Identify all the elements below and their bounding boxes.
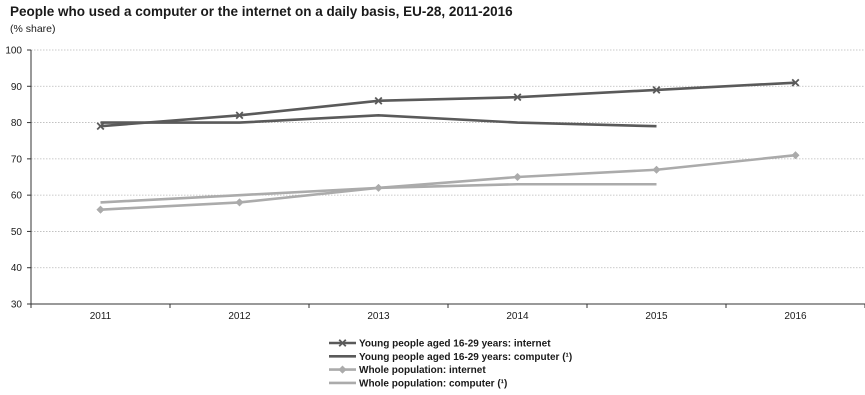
- data-point-x-marker: [338, 339, 347, 347]
- y-tick-label: 60: [11, 191, 23, 202]
- x-tick-label: 2012: [228, 311, 251, 322]
- chart-subtitle: (% share): [10, 23, 56, 35]
- data-point-x-marker: [652, 85, 661, 94]
- data-point-x-marker: [96, 122, 105, 131]
- data-point-diamond-marker: [652, 165, 661, 174]
- chart-gridlines: [31, 49, 865, 269]
- legend-label: Whole population: internet: [359, 365, 486, 376]
- series-line: [100, 153, 796, 211]
- legend-item: Young people aged 16-29 years: computer …: [329, 352, 572, 363]
- data-point-diamond-marker: [791, 151, 800, 160]
- chart-legend: Young people aged 16-29 years: internet Y…: [329, 339, 572, 390]
- legend-label: Young people aged 16-29 years: computer …: [359, 352, 572, 363]
- series-line: [100, 114, 657, 128]
- legend-label: Young people aged 16-29 years: internet: [359, 339, 551, 350]
- data-point-x-marker: [235, 111, 244, 120]
- series-lines: [100, 81, 796, 211]
- y-tick-label: 50: [11, 227, 23, 238]
- data-point-diamond-marker: [338, 365, 347, 374]
- y-tick-label: 100: [5, 46, 22, 57]
- y-axis: 30 40 50 60 70 80 90 100: [5, 46, 32, 311]
- series-line: [100, 81, 796, 128]
- legend-label: Whole population: computer (¹): [359, 379, 507, 390]
- x-tick-label: 2011: [90, 311, 112, 322]
- legend-item: Whole population: internet: [329, 365, 486, 376]
- series-markers: [96, 78, 800, 214]
- data-point-diamond-marker: [513, 172, 522, 182]
- data-point-diamond-marker: [235, 198, 244, 207]
- y-tick-label: 30: [11, 300, 23, 311]
- x-tick-label: 2016: [784, 311, 807, 322]
- x-tick-label: 2015: [645, 311, 668, 322]
- x-axis: 2011 2012 2013 2014 2015 2016: [30, 303, 865, 322]
- data-point-diamond-marker: [374, 183, 383, 193]
- data-point-x-marker: [374, 96, 383, 105]
- legend-item: Young people aged 16-29 years: internet: [329, 339, 551, 350]
- y-tick-label: 90: [11, 82, 23, 93]
- y-tick-label: 70: [11, 154, 23, 165]
- legend-item: Whole population: computer (¹): [329, 379, 507, 390]
- y-tick-label: 80: [11, 118, 23, 129]
- data-point-x-marker: [791, 78, 800, 87]
- data-point-x-marker: [513, 93, 522, 102]
- y-tick-label: 40: [11, 263, 23, 274]
- data-point-diamond-marker: [96, 205, 105, 214]
- x-tick-label: 2013: [367, 311, 390, 322]
- chart-title: People who used a computer or the intern…: [10, 4, 513, 19]
- x-tick-label: 2014: [506, 311, 529, 322]
